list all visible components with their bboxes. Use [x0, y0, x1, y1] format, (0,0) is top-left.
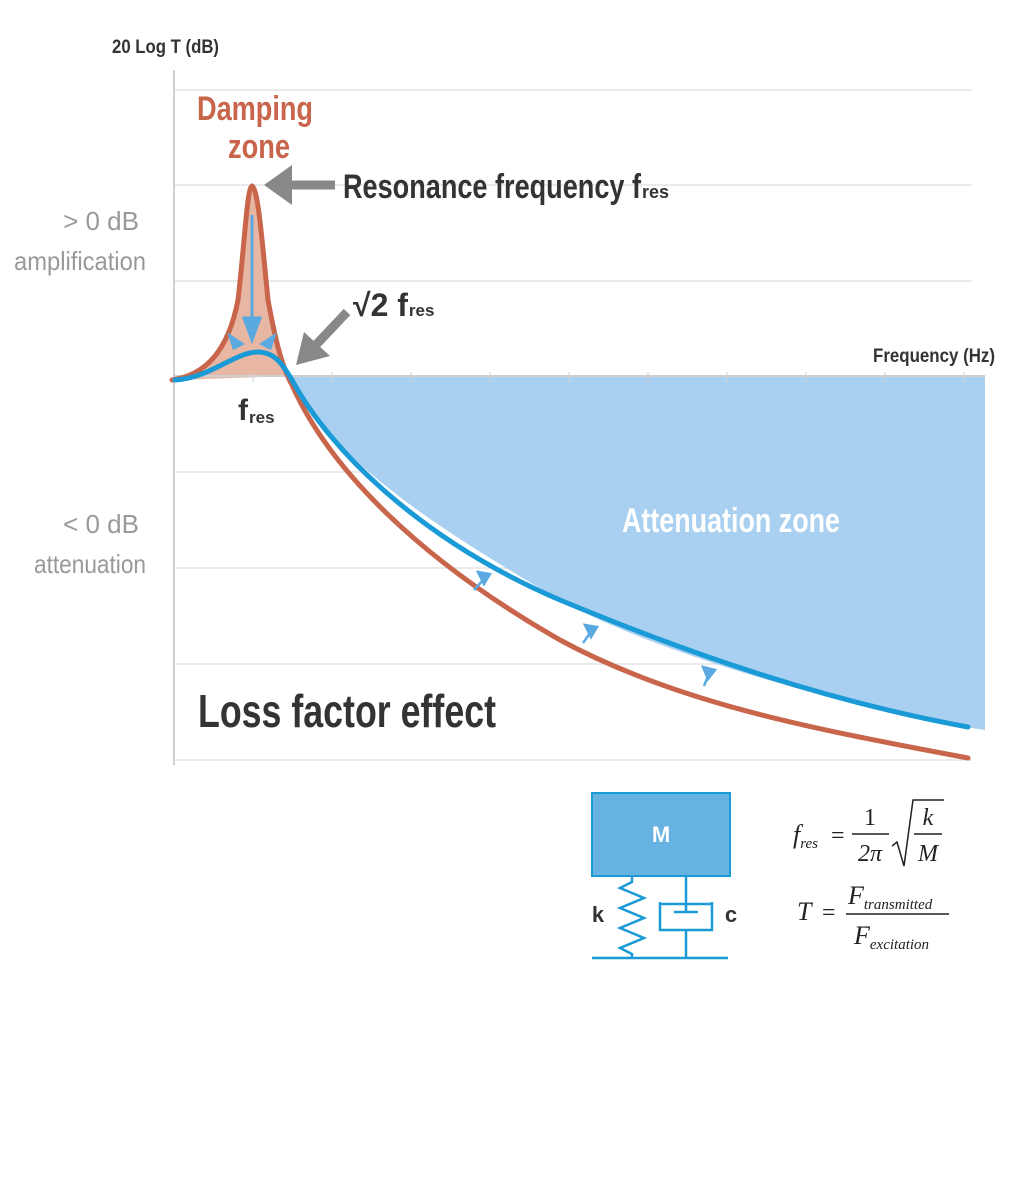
damping-zone-label-line1: Damping	[197, 90, 313, 128]
damping-zone-label-line2: zone	[228, 128, 290, 166]
mass-label: M	[652, 822, 670, 847]
x-axis-label: Frequency (Hz)	[873, 346, 995, 367]
amplification-label-line2: amplification	[14, 246, 146, 276]
sqrt2-arrow-icon	[296, 308, 351, 365]
fres-tick-label: fres	[238, 394, 275, 427]
resonance-arrow-icon	[264, 165, 335, 205]
resonance-formula: fres = 1 2π k M	[793, 799, 944, 867]
svg-text:fres: fres	[793, 820, 818, 852]
svg-text:T: T	[797, 897, 813, 926]
svg-text:=: =	[822, 900, 836, 926]
attenuation-zone-fill	[290, 376, 985, 730]
damper-icon	[658, 876, 714, 958]
sqrt2-frequency-label: √2 fres	[353, 287, 434, 323]
svg-text:Fexcitation: Fexcitation	[853, 921, 929, 953]
svg-text:k: k	[923, 805, 934, 831]
transmissibility-formula: T = Ftransmitted Fexcitation	[797, 881, 949, 953]
attenuation-label-line2: attenuation	[34, 549, 146, 579]
svg-text:Ftransmitted: Ftransmitted	[847, 881, 933, 913]
damping-zone-fill	[175, 186, 290, 380]
attenuation-arrows	[473, 570, 718, 687]
damping-arrows	[227, 215, 277, 351]
svg-text:1: 1	[864, 805, 876, 831]
resonance-frequency-label: Resonance frequency fres	[343, 168, 669, 206]
y-axis-label: 20 Log T (dB)	[112, 37, 219, 58]
damper-label: c	[725, 902, 737, 927]
x-axis-ticks	[252, 372, 965, 382]
mass-spring-damper-model: M k c	[591, 792, 737, 960]
svg-text:M: M	[917, 841, 940, 867]
svg-text:2π: 2π	[858, 841, 883, 867]
loss-factor-title: Loss factor effect	[198, 685, 496, 737]
attenuation-zone-label: Attenuation zone	[622, 502, 840, 540]
svg-text:=: =	[831, 823, 845, 849]
spring-label: k	[592, 902, 605, 927]
spring-icon	[616, 876, 648, 958]
mass-block	[591, 792, 731, 877]
attenuation-label-line1: < 0 dB	[63, 509, 139, 539]
high-damping-curve	[172, 349, 971, 730]
amplification-label-line1: > 0 dB	[63, 206, 139, 236]
